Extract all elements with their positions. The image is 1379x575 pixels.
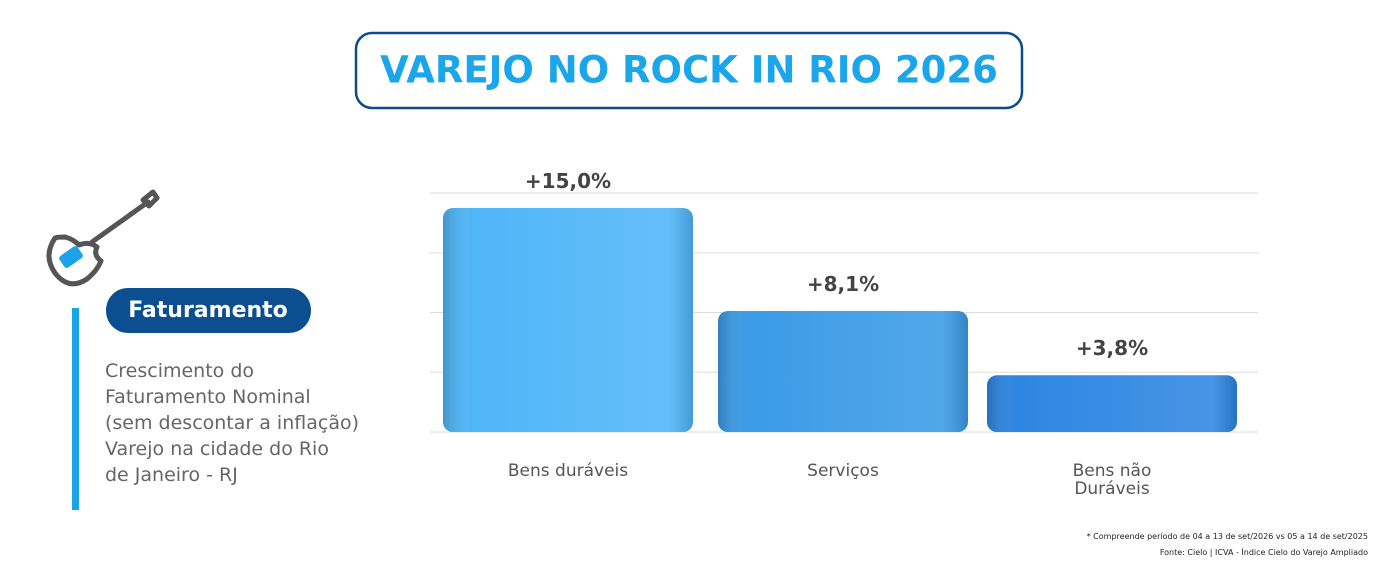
guitar-icon [46, 189, 160, 287]
title: VAREJO NO ROCK IN RIO 2026 [380, 49, 998, 92]
category-label: Serviços [807, 461, 879, 481]
description-line: (sem descontar a inflação) [105, 412, 359, 434]
description-line: Crescimento do [105, 360, 254, 382]
bar-shade [718, 311, 968, 432]
accent-bar [72, 308, 79, 510]
source: Fonte: Cielo | ICVA - Índice Cielo do Va… [1160, 546, 1368, 557]
description-line: Faturamento Nominal [105, 386, 311, 408]
description-line: Varejo na cidade do Rio [105, 438, 329, 460]
category-label: Bens não Duráveis [1072, 461, 1152, 499]
category-label: Bens duráveis [507, 461, 629, 481]
badge [106, 288, 311, 333]
bar-shade [987, 375, 1237, 432]
description-line: de Janeiro - RJ [105, 464, 238, 486]
guitar-pickup [59, 246, 83, 268]
badge-text: Faturamento [128, 298, 288, 323]
value-label: +8,1% [807, 272, 879, 296]
title-box [354, 31, 1024, 110]
value-label: +15,0% [525, 169, 611, 193]
footnote: * Compreende período de 04 a 13 de set/2… [1087, 532, 1368, 541]
bar-shade [443, 207, 693, 432]
value-label: +3,8% [1076, 336, 1148, 360]
